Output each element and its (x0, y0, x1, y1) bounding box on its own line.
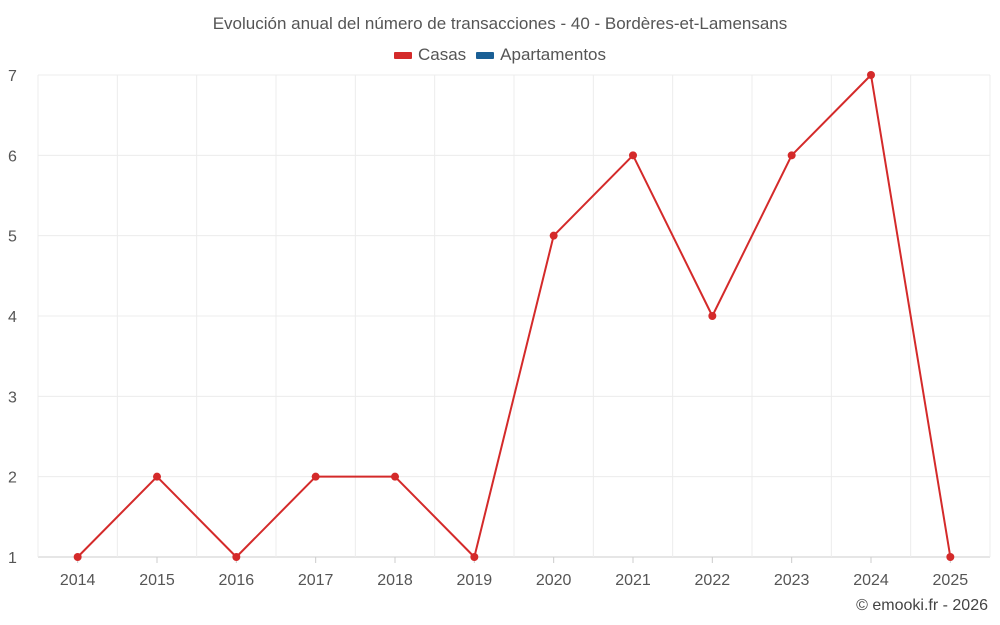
data-point[interactable] (867, 71, 875, 79)
data-point[interactable] (311, 472, 320, 481)
series-line-casas (76, 74, 952, 558)
x-tick-label: 2023 (774, 572, 810, 589)
y-tick-label: 2 (8, 470, 17, 487)
data-point[interactable] (153, 472, 161, 481)
data-point[interactable] (787, 151, 796, 160)
x-tick-label: 2025 (933, 572, 969, 589)
series (73, 71, 955, 561)
legend: Casas Apartamentos (0, 45, 1000, 65)
x-tick-label: 2020 (536, 572, 572, 589)
legend-swatch-casas (393, 51, 412, 59)
x-tick-label: 2022 (695, 572, 731, 589)
legend-item-apartamentos[interactable]: Apartamentos (476, 45, 606, 65)
x-tick-label: 2024 (853, 572, 889, 589)
chart-title: Evolución anual del número de transaccio… (212, 14, 788, 33)
data-point[interactable] (549, 231, 558, 240)
data-point[interactable] (946, 553, 955, 561)
x-tick-label: 2015 (139, 572, 175, 589)
y-tick-label: 6 (8, 148, 17, 165)
credit-text: © emooki.fr - 2026 (856, 597, 988, 614)
data-point[interactable] (73, 553, 82, 561)
grid (37, 74, 991, 558)
data-point[interactable] (232, 553, 241, 561)
data-point[interactable] (629, 151, 637, 160)
x-tick-label: 2014 (60, 572, 96, 589)
axes: 1 2 3 4 5 6 7 2014 2015 2016 2017 2018 2019 2020 2021 2… (8, 68, 968, 589)
x-tick-label: 2016 (219, 572, 255, 589)
y-tick-label: 7 (8, 68, 17, 85)
legend-label-apartamentos: Apartamentos (500, 45, 607, 64)
y-tick-label: 1 (8, 550, 17, 567)
y-tick-label: 5 (8, 229, 17, 246)
legend-label-casas: Casas (417, 45, 467, 64)
data-point[interactable] (391, 472, 399, 481)
data-point[interactable] (470, 553, 479, 561)
legend-swatch-apartamentos (476, 51, 495, 59)
x-tick-label: 2021 (615, 572, 651, 589)
y-tick-label: 4 (8, 309, 17, 326)
data-point[interactable] (708, 312, 717, 320)
legend-item-casas[interactable]: Casas (393, 45, 467, 65)
x-tick-label: 2019 (457, 572, 493, 589)
x-tick-label: 2018 (377, 572, 413, 589)
x-tick-label: 2017 (298, 572, 334, 589)
y-tick-label: 3 (8, 389, 17, 406)
